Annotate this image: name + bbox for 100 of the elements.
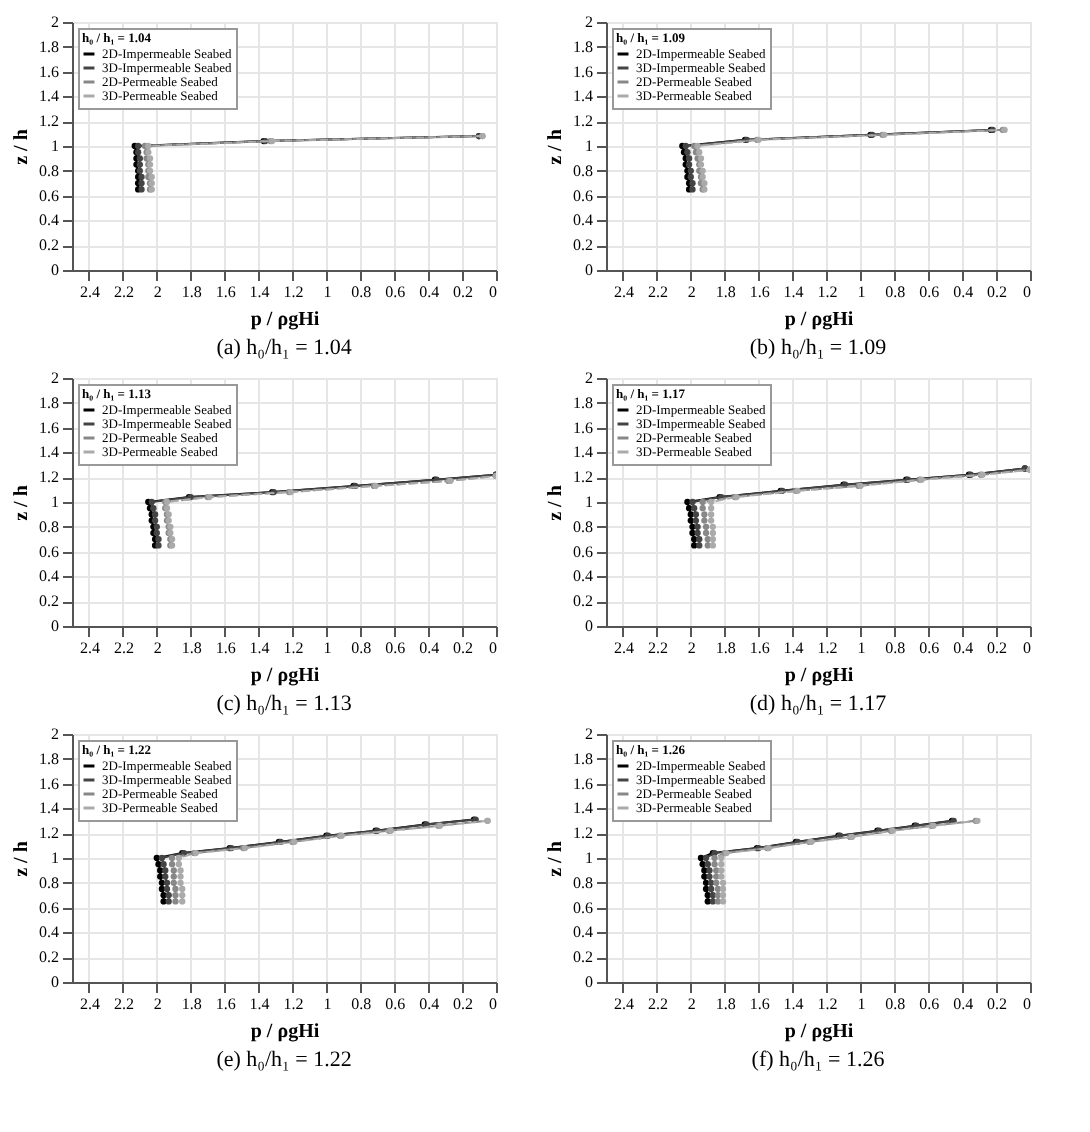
point [707,885,715,893]
point [170,873,177,880]
point [158,879,166,886]
x-tick-label: 2 [687,639,696,657]
point [704,536,711,543]
point [157,867,164,874]
y-tick-label: 1.8 [39,749,59,768]
x-tick-label: 1.6 [215,639,236,657]
y-tick-label: 1.8 [39,393,59,412]
point [713,873,720,880]
y-tick-label: 0.2 [573,592,593,611]
x-tick-label: 0.2 [987,283,1008,301]
x-axis-title: p / ρgHi [250,309,320,331]
x-tick-label: 1.6 [215,995,236,1013]
y-tick-label: 1 [51,849,59,867]
x-axis-title: p / ρgHi [784,665,854,687]
point [170,879,177,886]
x-tick-label: 0.8 [351,283,372,301]
y-tick-label: 0.4 [573,567,593,586]
point [719,898,727,905]
x-tick-label: 1 [323,639,332,657]
y-tick-label: 1.8 [573,37,593,56]
x-tick-label: 2.4 [79,639,100,657]
point [707,879,715,886]
x-tick-label: 1.4 [249,995,270,1013]
point [702,854,710,862]
x-tick-label: 0.8 [351,639,372,657]
point [165,898,172,905]
x-tick-label: 0.4 [419,639,440,657]
point [177,873,184,880]
point [709,898,717,905]
y-tick-label: 0.6 [39,542,59,561]
point [707,511,715,518]
x-tick-label: 0.4 [419,283,440,301]
y-tick-label: 0.8 [39,517,59,536]
x-tick-label: 0.2 [987,639,1008,657]
x-tick-label: 1.2 [817,995,838,1013]
x-tick-label: 0.2 [453,283,474,301]
y-tick-label: 1.6 [573,62,593,81]
x-tick-label: 0.6 [385,639,406,657]
y-tick-label: 0.2 [39,236,59,255]
point [170,867,177,874]
x-tick-label: 0.2 [987,995,1008,1013]
point [163,879,171,886]
point [153,854,160,862]
x-tick-label: 1.4 [783,995,804,1013]
y-tick-label: 1.6 [39,774,59,793]
x-tick-label: 0.6 [919,639,940,657]
y-tick-label: 0.2 [39,948,59,967]
x-tick-label: 0.6 [385,283,406,301]
point [718,854,725,862]
point [704,861,711,868]
x-axis-title: p / ρgHi [784,309,854,331]
point [719,879,727,886]
y-tick-label: 0.6 [39,186,59,205]
x-axis-title: p / ρgHi [250,1021,320,1043]
point [709,542,717,549]
y-axis-title: z / h [11,484,33,521]
x-axis-title: p / ρgHi [784,1021,854,1043]
y-tick-label: 1.6 [573,774,593,793]
point [157,873,164,880]
point [711,854,718,862]
x-tick-label: 0.8 [885,639,906,657]
y-tick-label: 1.2 [39,112,59,131]
x-tick-label: 0.8 [351,995,372,1013]
x-tick-label: 1.4 [783,639,804,657]
x-tick-label: 1.8 [181,283,202,301]
y-tick-label: 0.6 [39,898,59,917]
x-tick-label: 0 [489,995,497,1013]
x-tick-label: 0.8 [885,283,906,301]
x-tick-label: 0 [1023,639,1031,657]
y-tick-label: 0.8 [39,873,59,892]
point [704,898,711,905]
point [714,898,722,905]
x-tick-label: 1 [323,283,332,301]
point [162,873,169,880]
point [165,892,172,899]
x-tick-label: 0.4 [953,995,974,1013]
x-tick-label: 1 [857,639,866,657]
point [709,536,717,543]
y-tick-label: 2 [585,13,593,31]
y-tick-label: 0.8 [573,873,593,892]
y-tick-label: 1.8 [573,393,593,412]
y-tick-label: 1 [51,137,59,155]
x-tick-label: 1.4 [249,639,270,657]
y-tick-label: 0.4 [573,923,593,942]
x-tick-label: 1.8 [715,639,736,657]
point [694,523,701,530]
y-tick-label: 0.6 [573,542,593,561]
x-tick-label: 1.8 [181,995,202,1013]
point [687,511,694,518]
point [160,861,167,868]
x-tick-label: 2 [153,995,162,1013]
point [714,885,722,893]
x-tick-label: 2.2 [647,283,668,301]
point [691,505,698,512]
point [172,885,179,893]
x-tick-label: 0.6 [385,995,406,1013]
point [691,536,698,543]
y-axis-title: z / h [545,840,567,877]
